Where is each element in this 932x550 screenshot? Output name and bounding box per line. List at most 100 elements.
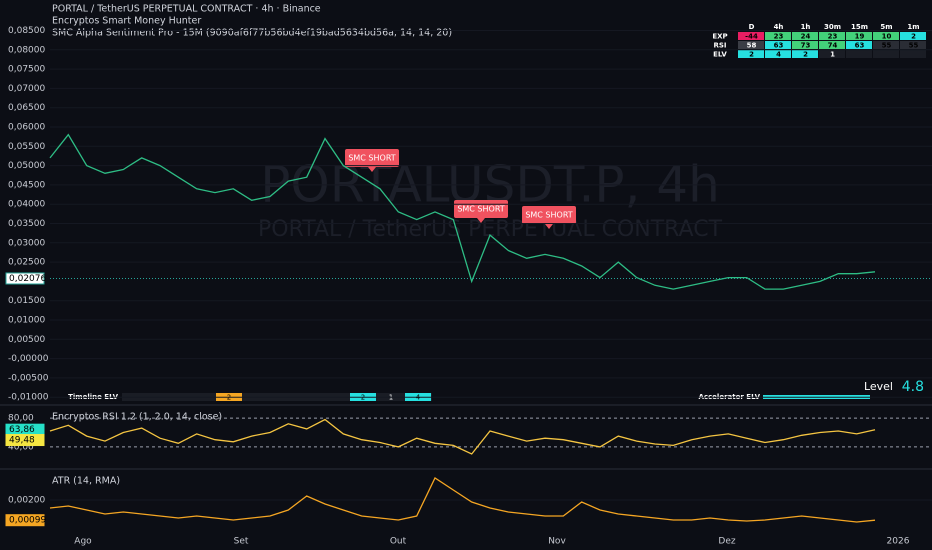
series-line xyxy=(49,477,876,523)
current-value-label: 0,02076 xyxy=(9,274,46,284)
current-value-box xyxy=(5,272,45,285)
table-cell xyxy=(819,50,845,58)
table-cell-text: 23 xyxy=(828,33,838,41)
y-tick-label: -0,00000 xyxy=(8,354,49,364)
signal-label: SMC SHORT xyxy=(525,211,572,220)
y-tick-label: 0,01000 xyxy=(8,316,45,326)
table-cell-text: 4 xyxy=(776,51,781,59)
table-cell xyxy=(819,41,845,49)
table-cell xyxy=(900,50,926,58)
current-value-label: 0,00099 xyxy=(9,516,46,526)
table-cell-text: 2 xyxy=(803,51,808,59)
table-cell-text: 23 xyxy=(774,33,784,41)
current-value-label: 63,86 xyxy=(9,425,35,435)
y-tick-label: 0,06000 xyxy=(8,123,45,133)
y-tick-label: 0,05000 xyxy=(8,161,45,171)
watermark-name: PORTAL / TetherUS PERPETUAL CONTRACT xyxy=(258,217,723,242)
table-cell-text: 24 xyxy=(801,33,811,41)
table-cell xyxy=(792,50,818,58)
table-cell xyxy=(873,41,899,49)
table-cell xyxy=(846,32,872,40)
table-header: 5m xyxy=(880,23,892,31)
x-tick-label: Out xyxy=(390,537,407,547)
signal-label: SMC SHORT xyxy=(457,205,504,214)
y-tick-label: -0,01000 xyxy=(8,393,49,403)
level-value: 4.8 xyxy=(902,379,924,395)
row-label: EXP xyxy=(712,33,727,41)
y-tick-label: 0,08000 xyxy=(8,45,45,55)
table-cell xyxy=(846,50,872,58)
signal-pointer xyxy=(477,218,485,223)
signal-pointer xyxy=(545,224,553,229)
row-label: RSI xyxy=(713,42,726,50)
table-cell xyxy=(873,32,899,40)
table-header: 30m xyxy=(824,23,841,31)
series-line xyxy=(49,418,876,455)
level-label: Level xyxy=(864,380,893,393)
y-tick-label: 40,00 xyxy=(8,442,34,452)
current-value-box xyxy=(5,434,45,447)
table-cell-text: 19 xyxy=(855,33,865,41)
y-tick-label: -0,00500 xyxy=(8,373,49,383)
table-cell-text: 58 xyxy=(747,42,757,50)
table-cell xyxy=(738,41,764,49)
indicator-label: Encryptos RSI 1.2 (1, 2.0, 14, close) xyxy=(52,412,222,423)
x-tick-label: 2026 xyxy=(887,537,910,547)
signal-label: SMC SHORT xyxy=(348,154,395,163)
y-tick-label: 0,06500 xyxy=(8,103,45,113)
y-tick-label: 0,03500 xyxy=(8,219,45,229)
x-tick-label: Nov xyxy=(548,537,566,547)
signal-pointer xyxy=(368,167,376,172)
table-cell xyxy=(765,32,791,40)
y-tick-label: 0,01500 xyxy=(8,296,45,306)
y-tick-label: 0,08500 xyxy=(8,26,45,36)
table-cell xyxy=(738,50,764,58)
table-cell-text: 2 xyxy=(749,51,754,59)
y-tick-label: 0,04500 xyxy=(8,180,45,190)
y-tick-label: 0,07500 xyxy=(8,65,45,75)
table-cell-text: 63 xyxy=(774,42,784,50)
table-cell xyxy=(873,50,899,58)
row-label: ELV xyxy=(713,51,727,59)
table-cell xyxy=(738,32,764,40)
table-cell-text: 63 xyxy=(855,42,865,50)
table-header: 15m xyxy=(851,23,868,31)
x-tick-label: Set xyxy=(234,537,249,547)
table-cell xyxy=(765,50,791,58)
table-cell-text: 73 xyxy=(801,42,811,50)
y-tick-label: 0,00200 xyxy=(8,496,45,506)
current-value-label: 49,48 xyxy=(9,436,35,446)
table-header: 1h xyxy=(801,23,811,31)
y-tick-label: 0,05500 xyxy=(8,142,45,152)
table-cell-text: 74 xyxy=(828,42,838,50)
y-tick-label: 0,02500 xyxy=(8,258,45,268)
y-tick-label: 0,00500 xyxy=(8,335,45,345)
chart-title: PORTAL / TetherUS PERPETUAL CONTRACT · 4… xyxy=(52,4,321,15)
table-cell xyxy=(900,41,926,49)
current-value-box xyxy=(5,514,45,527)
table-cell-text: 55 xyxy=(909,42,919,50)
indicator-label: SMC Alpha Sentiment Pro - 15M (9090af6f7… xyxy=(52,28,452,39)
indicator-label: Encryptos Smart Money Hunter xyxy=(52,16,201,27)
y-tick-label: 0,07000 xyxy=(8,84,45,94)
y-tick-label: 80,00 xyxy=(8,414,34,424)
y-tick-label: 0,03000 xyxy=(8,238,45,248)
x-tick-label: Ago xyxy=(74,537,92,547)
table-cell xyxy=(819,32,845,40)
table-cell-text: -44 xyxy=(745,33,758,41)
table-cell xyxy=(792,32,818,40)
x-tick-label: Dez xyxy=(718,537,735,547)
table-cell-text: 10 xyxy=(882,33,892,41)
table-header: 4h xyxy=(774,23,784,31)
table-cell-text: 55 xyxy=(882,42,892,50)
table-cell xyxy=(900,32,926,40)
series-line xyxy=(49,133,876,290)
table-header: D xyxy=(749,23,755,31)
table-cell-text: 2 xyxy=(911,33,916,41)
table-header: 1m xyxy=(907,23,919,31)
signal-box xyxy=(345,149,399,167)
table-cell xyxy=(792,41,818,49)
